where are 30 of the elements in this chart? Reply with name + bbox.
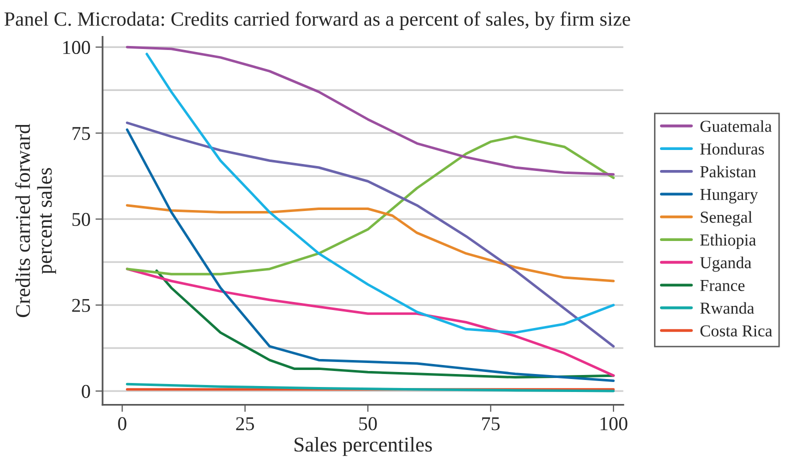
legend-label: Hungary: [700, 189, 758, 204]
y-tick-label: 25: [72, 298, 90, 312]
legend-label: France: [700, 280, 745, 292]
legend-label: Rwanda: [700, 302, 754, 314]
line-series: [126, 128, 615, 382]
y-tick-label: 0: [82, 384, 90, 398]
y-tick-label: 50: [72, 212, 90, 226]
line-series: [126, 204, 615, 282]
y-axis-title: Credits carried forward percent sales: [15, 124, 56, 318]
legend-label: Costa Rica: [700, 325, 772, 337]
legend-label: Ethiopia: [700, 234, 756, 249]
chart-title: Panel C. Microdata: Credits carried forward as a percent of sales, by firm size: [4, 12, 630, 30]
x-axis-title: Sales percentiles: [294, 437, 432, 456]
x-tick-label: 25: [236, 417, 254, 430]
line-series: [126, 135, 615, 276]
y-tick-label: 75: [72, 127, 90, 140]
line-series: [126, 46, 615, 176]
legend-label: Uganda: [700, 256, 752, 272]
line-series: [126, 382, 615, 392]
y-tick-label: 100: [63, 40, 90, 54]
x-tick-label: 0: [118, 417, 126, 430]
line-series: [126, 122, 615, 348]
x-tick-label: 75: [482, 417, 500, 430]
line-series: [146, 52, 615, 334]
legend-label: Pakistan: [700, 166, 756, 178]
legend-label: Senegal: [700, 211, 752, 226]
legend-label: Honduras: [700, 142, 764, 155]
x-tick-label: 100: [600, 417, 628, 430]
x-tick-label: 50: [359, 417, 377, 430]
legend-label: Guatemala: [700, 120, 772, 132]
